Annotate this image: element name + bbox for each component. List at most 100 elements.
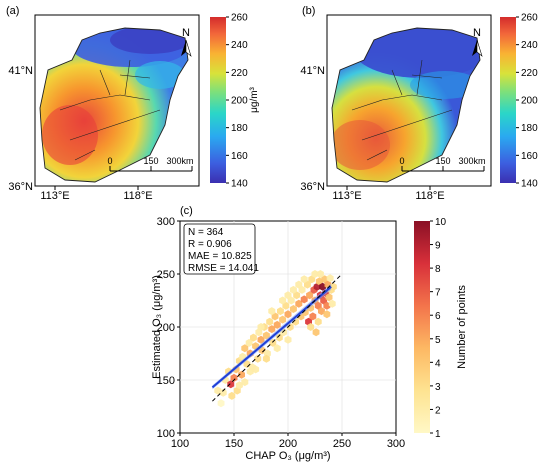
scatter-point [277,307,284,316]
colorbar-b-tick-label-4: 220 [521,68,538,79]
colorbar-b-tick-label-0: 140 [521,179,538,190]
scatter-point [214,386,222,395]
scatter-point [279,296,287,305]
svg-text:300km: 300km [166,156,193,166]
fit-line [211,285,332,389]
scatter-point [241,344,249,353]
scatter-point [271,312,279,321]
scatter-point [325,293,333,302]
scatter-colorbar-tick-label-0: 1 [435,429,441,440]
one-to-one-line [212,273,343,402]
map-panel-b: (b) 41°N 36°N 113°E 118°E N 0 150 300km … [300,5,538,202]
colorbar-b-tick-label-5: 240 [521,40,538,51]
stat-n: N = 364 [188,227,224,238]
scatter-point [266,317,274,326]
x-tick-label-2: 200 [279,438,297,450]
scatter-point [308,275,316,284]
stat-r: R = 0.906 [188,239,232,250]
scatter-colorbar-tick-label-2: 3 [435,382,441,393]
y-axis-label: Estimated O₃ (μg/m³) [151,275,163,379]
panel-b-label: (b) [302,5,315,17]
svg-text:N: N [473,27,481,39]
scatter-colorbar-tick-label-5: 6 [435,311,441,322]
scatter-point [235,381,243,390]
scatter-colorbar-tick-label-8: 9 [435,241,441,252]
svg-text:150: 150 [435,156,450,166]
scatter-point [282,301,290,310]
scatter-point [252,365,260,374]
scatter-point [254,354,262,363]
colorbar-label: Number of points [456,285,468,369]
scatter-point [217,399,225,408]
scatter-point [328,299,336,308]
scatter-point [268,307,276,316]
colorbar-b-tick-label-6: 260 [521,13,538,24]
scatter-point [284,291,292,300]
y-tick-label-2: 200 [157,322,175,334]
scatter-point [273,320,281,329]
scatter-colorbar-tick-label-7: 8 [435,264,441,275]
scatter-colorbar-tick-label-6: 7 [435,288,441,299]
x-tick-label-0: 100 [171,438,189,450]
scatter-point [320,296,328,305]
colorbar-b-tick-label-2: 180 [521,123,538,134]
scale-bar-b: 0 150 300km [399,156,486,172]
scatter-point [295,280,303,289]
colorbar-b-tick-label-3: 200 [521,96,538,107]
y-tick-label-1: 150 [157,375,175,387]
scatter-point [306,291,314,300]
scatter-point [312,328,320,337]
scatter-point [257,335,265,344]
scatter-point [250,333,257,342]
scatter-point [246,367,254,376]
lat-label-bottom-a: 36°N [8,181,33,193]
scatter-point [300,275,308,284]
stats-box: N = 364 R = 0.906 MAE = 10.825 RMSE = 14… [183,223,259,275]
scatter-colorbar-tick-label-1: 2 [435,405,441,416]
lon-label-b-0: 113°E [332,190,361,202]
scatter-point [238,370,245,379]
scatter-point [257,323,265,331]
scatter-point [309,312,317,321]
scatter-point [329,282,337,291]
scatter-point [287,296,295,305]
fit-lines [211,273,343,402]
scatter-point [284,310,292,319]
panel-c-label: (c) [180,205,193,217]
x-tick-label-3: 250 [333,438,351,450]
scatter-point [273,344,281,353]
scatter-point [326,274,334,283]
map-panel-a: (a) 41°N 36°N 113°E 118°E N 0 150 300km … [6,5,260,202]
lon-label-b-1: 118°E [415,190,444,202]
north-arrow-icon-a: N [181,27,192,57]
x-tick-label-1: 150 [225,438,243,450]
scatter-axes: 100 150 200 250 300 100 150 200 250 300 [157,216,406,450]
scatter-point [262,331,270,340]
scatter-point [298,285,306,294]
scatter-colorbar: 1 2 3 4 5 6 7 8 9 10 Number of points [414,217,468,440]
scatter-panel-c: (c) 100 150 200 250 300 100 150 200 250 300 N = 3… [151,205,468,462]
colorbar-a-tick-label-2: 180 [231,123,248,134]
colorbar-a-tick-label-5: 240 [231,40,248,51]
svg-text:0: 0 [107,156,112,166]
colorbar-b-tick-label-1: 160 [521,151,538,162]
scatter-point [275,333,283,342]
scatter-point [289,305,297,313]
colorbar-a-tick-label-4: 220 [231,68,248,79]
scatter-point [321,275,329,284]
lon-label-a-1: 118°E [123,190,152,202]
scatter-point [295,299,303,308]
colorbar-b: 140 160 180 200 220 240 260 [500,13,538,190]
lat-label-bottom-b: 36°N [300,181,325,193]
colorbar-a: 140 160 180 200 220 240 260 μg/m³ [210,13,260,190]
scale-bar-a: 0 150 300km [107,156,194,172]
scatter-point [318,307,325,316]
stat-mae: MAE = 10.825 [188,251,252,262]
scatter-point [241,378,249,387]
scatter-point [314,317,322,326]
scatter-point [307,323,315,331]
y-tick-label-4: 300 [157,216,175,228]
scatter-point [245,338,253,347]
scatter-point [269,338,277,347]
scatter-point [316,270,324,278]
